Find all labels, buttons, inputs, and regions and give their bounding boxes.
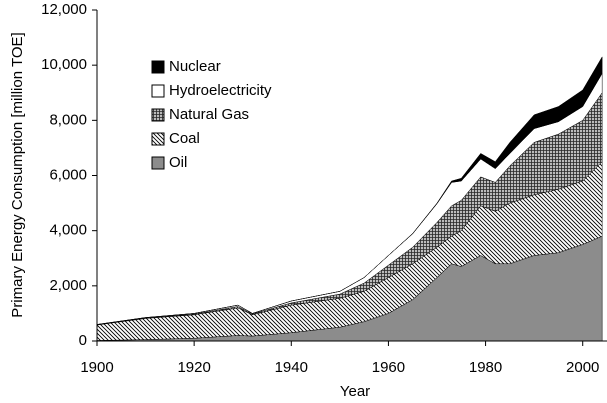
legend-label: Hydroelectricity (169, 82, 272, 99)
y-tick-label: 2,000 (49, 277, 87, 294)
x-axis-label: Year (340, 383, 370, 400)
y-tick-label: 10,000 (41, 56, 87, 73)
y-tick-label: 0 (79, 332, 87, 349)
legend-swatch (151, 132, 165, 146)
x-tick-label: 1920 (177, 359, 210, 376)
legend-label: Nuclear (169, 58, 221, 75)
legend-swatch (151, 84, 165, 98)
x-tick-label: 1980 (469, 359, 502, 376)
x-tick-label: 2000 (566, 359, 599, 376)
x-tick-label: 1940 (275, 359, 308, 376)
legend-label: Oil (169, 154, 187, 171)
legend-swatch (151, 156, 165, 170)
y-tick-label: 8,000 (49, 111, 87, 128)
x-tick-label: 1900 (80, 359, 113, 376)
legend-swatch (151, 108, 165, 122)
legend-label: Coal (169, 130, 200, 147)
y-axis-label: Primary Energy Consumption [million TOE] (9, 32, 26, 317)
legend-label: Natural Gas (169, 106, 249, 123)
y-tick-label: 4,000 (49, 222, 87, 239)
y-tick-label: 12,000 (41, 1, 87, 18)
y-tick-label: 6,000 (49, 166, 87, 183)
x-tick-label: 1960 (372, 359, 405, 376)
area (97, 55, 603, 325)
legend-swatch (151, 60, 165, 74)
